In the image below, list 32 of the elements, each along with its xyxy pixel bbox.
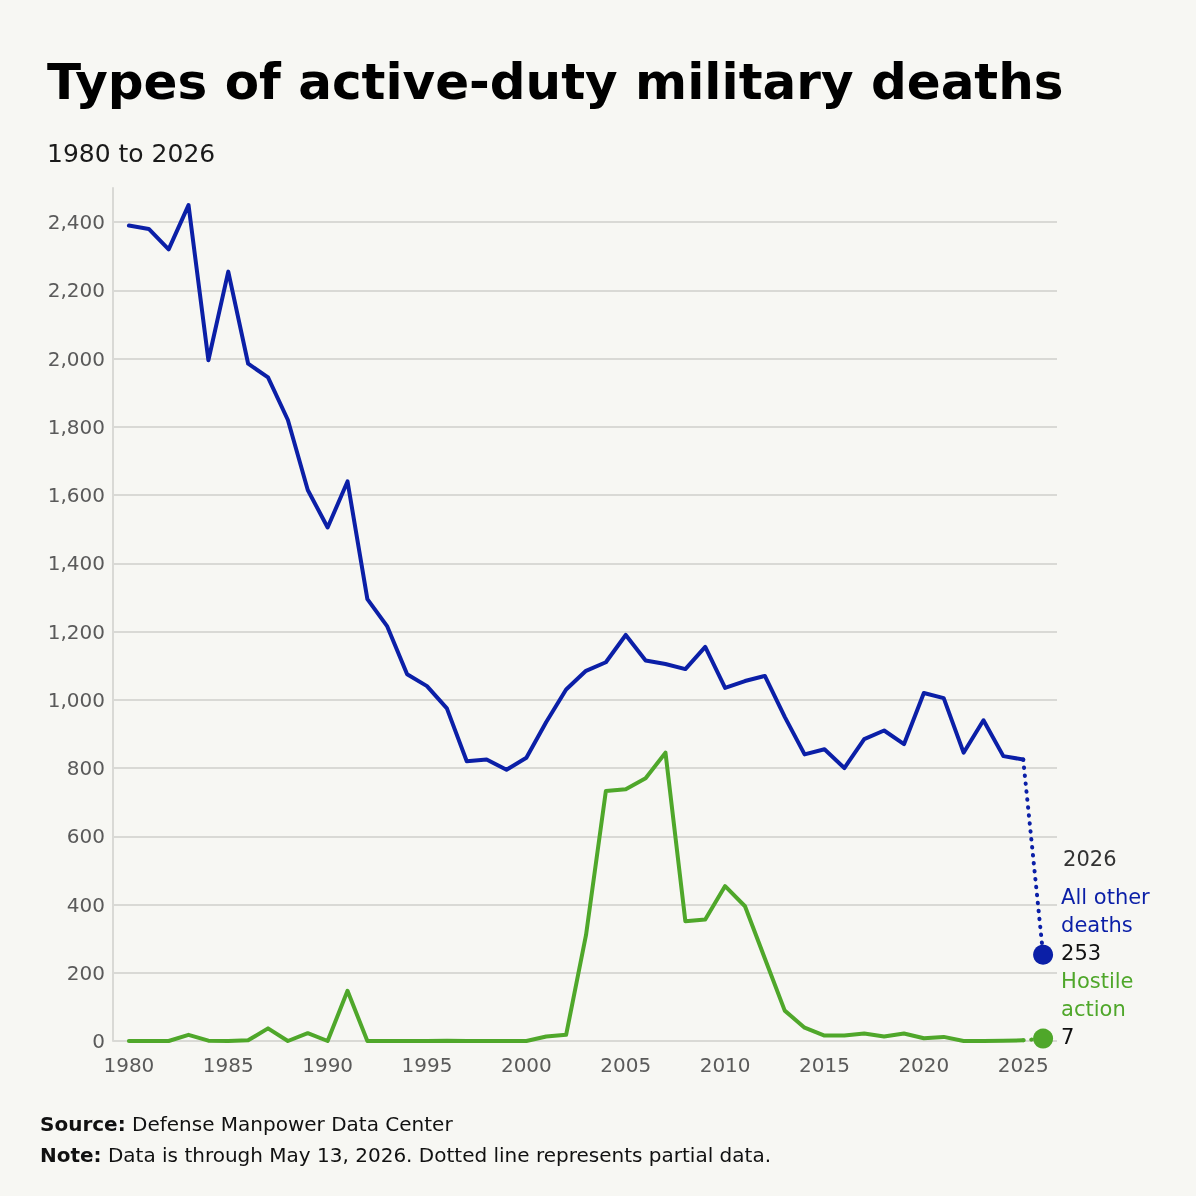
y-tick-label: 200 bbox=[66, 960, 105, 985]
x-tick-label: 1985 bbox=[202, 1053, 254, 1077]
x-tick-label: 1990 bbox=[302, 1053, 354, 1077]
source-note: Source: Defense Manpower Data Center bbox=[40, 1112, 454, 1136]
data-label: 7 bbox=[1061, 1024, 1075, 1049]
y-tick-label: 1,400 bbox=[47, 551, 105, 576]
text: Note: Data is through May 13, 2026. Dotted line represents partial data. bbox=[40, 1143, 772, 1167]
data-label: 253 bbox=[1061, 940, 1102, 965]
chart-subtitle: 1980 to 2026 bbox=[47, 139, 216, 168]
x-tick-label: 2010 bbox=[699, 1053, 751, 1077]
y-tick-label: 600 bbox=[66, 824, 105, 849]
series-label: All other deaths bbox=[1061, 884, 1151, 937]
x-tick-label: 1995 bbox=[401, 1053, 453, 1077]
y-tick-label: 2,400 bbox=[47, 210, 105, 235]
x-tick-label: 2015 bbox=[799, 1053, 850, 1077]
x-tick-label: 2025 bbox=[997, 1053, 1049, 1077]
y-tick-label: 1,800 bbox=[47, 414, 105, 439]
y-tick-label: 400 bbox=[66, 892, 105, 917]
y-tick-label: 1,600 bbox=[47, 483, 105, 508]
x-tick-label: 2005 bbox=[600, 1053, 652, 1077]
text: 2026 bbox=[1063, 847, 1117, 872]
chart-title: Types of active-duty military deaths bbox=[47, 53, 1064, 111]
x-tick-label: 1980 bbox=[103, 1053, 155, 1077]
y-tick-label: 2,000 bbox=[47, 346, 105, 371]
y-tick-label: 0 bbox=[92, 1029, 105, 1053]
y-tick-label: 800 bbox=[66, 756, 105, 781]
x-tick-label: 2000 bbox=[500, 1053, 552, 1077]
y-tick-label: 1,000 bbox=[47, 687, 105, 712]
y-tick-label: 2,200 bbox=[47, 278, 105, 303]
y-tick-label: 1,200 bbox=[47, 619, 105, 644]
x-tick-label: 2020 bbox=[898, 1053, 950, 1077]
series-label: Hostile action bbox=[1061, 968, 1134, 1021]
